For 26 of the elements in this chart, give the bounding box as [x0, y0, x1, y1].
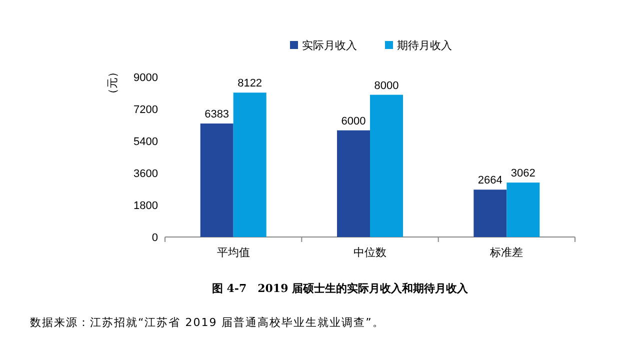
- bar: [233, 92, 266, 237]
- x-tick-label: 中位数: [354, 246, 386, 259]
- y-tick-label: 7200: [134, 104, 158, 116]
- data-label: 6383: [204, 108, 230, 121]
- data-label: 8122: [238, 78, 262, 90]
- bar: [337, 130, 370, 237]
- data-label: 8000: [374, 80, 399, 92]
- bar: [370, 94, 403, 237]
- text: 图 4-7 2019 届硕士生的实际月收入和期待月收入: [212, 282, 470, 295]
- y-tick-label: 0: [152, 232, 158, 244]
- x-tick-label: 平均值: [216, 247, 250, 259]
- x-tick-label: 标准差: [489, 246, 524, 259]
- y-tick-label: 5400: [134, 136, 158, 148]
- bar: [506, 182, 540, 237]
- y-axis-title: （元）: [107, 66, 119, 100]
- legend-label: 实际月收入: [302, 39, 357, 52]
- bar: [200, 124, 234, 237]
- source-note: 数据来源：江苏招就“江苏省 2019 届普通高校毕业生就业调查”。: [30, 316, 384, 329]
- bar: [474, 190, 507, 237]
- data-label: 2664: [478, 174, 502, 187]
- y-tick-label: 1800: [134, 200, 158, 212]
- data-label: 3062: [510, 168, 536, 180]
- data-label: 6000: [341, 115, 366, 128]
- y-tick-label: 3600: [134, 168, 158, 180]
- y-tick-label: 9000: [134, 72, 158, 84]
- legend-label: 期待月收入: [397, 39, 452, 52]
